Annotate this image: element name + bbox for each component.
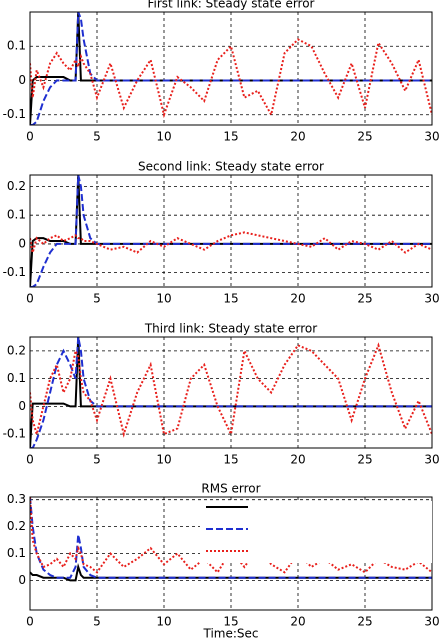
chart-title: Third link: Steady state error (144, 322, 317, 336)
chart-title: Second link: Steady state error (138, 160, 324, 174)
y-tick-label: 0.2 (7, 343, 26, 357)
y-tick-label: 0.1 (7, 371, 26, 385)
series-line (30, 38, 432, 119)
y-tick-label: 0.2 (7, 519, 26, 533)
x-tick-label: 5 (93, 130, 101, 144)
y-tick-label: -0.1 (3, 427, 26, 441)
series-line (30, 12, 432, 125)
x-tick-label: 30 (424, 615, 439, 629)
x-tick-label: 10 (156, 292, 171, 306)
x-tick-label: 5 (93, 615, 101, 629)
x-tick-label: 0 (26, 292, 34, 306)
x-tick-label: 20 (290, 453, 305, 467)
y-tick-label: 0 (18, 399, 26, 413)
axes-frame (29, 336, 433, 449)
x-tick-label: 10 (156, 615, 171, 629)
x-tick-label: 30 (424, 292, 439, 306)
y-tick-label: 0 (18, 73, 26, 87)
x-tick-label: 20 (290, 130, 305, 144)
x-tick-label: 10 (156, 453, 171, 467)
axes-frame (29, 174, 433, 288)
series-line (30, 563, 432, 582)
chart-title: First link: Steady state error (147, 0, 314, 11)
y-tick-label: 0 (18, 236, 26, 250)
series-line (30, 497, 432, 574)
y-tick-label: 0.1 (7, 39, 26, 53)
x-tick-label: 15 (223, 615, 238, 629)
x-tick-label: 25 (357, 615, 372, 629)
y-tick-label: -0.1 (3, 265, 26, 279)
y-tick-label: 0.1 (7, 546, 26, 560)
x-tick-label: 0 (26, 130, 34, 144)
axes-frame (29, 11, 433, 126)
legend-box (200, 501, 432, 563)
y-tick-label: 0.1 (7, 208, 26, 222)
x-tick-label: 30 (424, 130, 439, 144)
y-tick-label: 0.3 (7, 492, 26, 506)
y-tick-label: 0.2 (7, 179, 26, 193)
x-tick-label: 5 (93, 453, 101, 467)
y-tick-label: 0 (18, 573, 26, 587)
y-tick-label: -0.1 (3, 107, 26, 121)
chart-title: RMS error (201, 482, 260, 496)
x-tick-label: 25 (357, 130, 372, 144)
x-tick-label: 15 (223, 292, 238, 306)
x-tick-label: 10 (156, 130, 171, 144)
x-tick-label: 0 (26, 615, 34, 629)
series-line (30, 231, 432, 254)
x-tick-label: 5 (93, 292, 101, 306)
x-tick-label: 20 (290, 292, 305, 306)
x-tick-label: 20 (290, 615, 305, 629)
x-axis-label: Time:Sec (202, 627, 258, 641)
series-line (30, 337, 432, 448)
x-tick-label: 30 (424, 453, 439, 467)
x-tick-label: 15 (223, 453, 238, 467)
x-tick-label: 0 (26, 453, 34, 467)
x-tick-label: 25 (357, 453, 372, 467)
x-tick-label: 15 (223, 130, 238, 144)
x-tick-label: 25 (357, 292, 372, 306)
series-line (30, 342, 432, 439)
series-line (30, 175, 432, 287)
